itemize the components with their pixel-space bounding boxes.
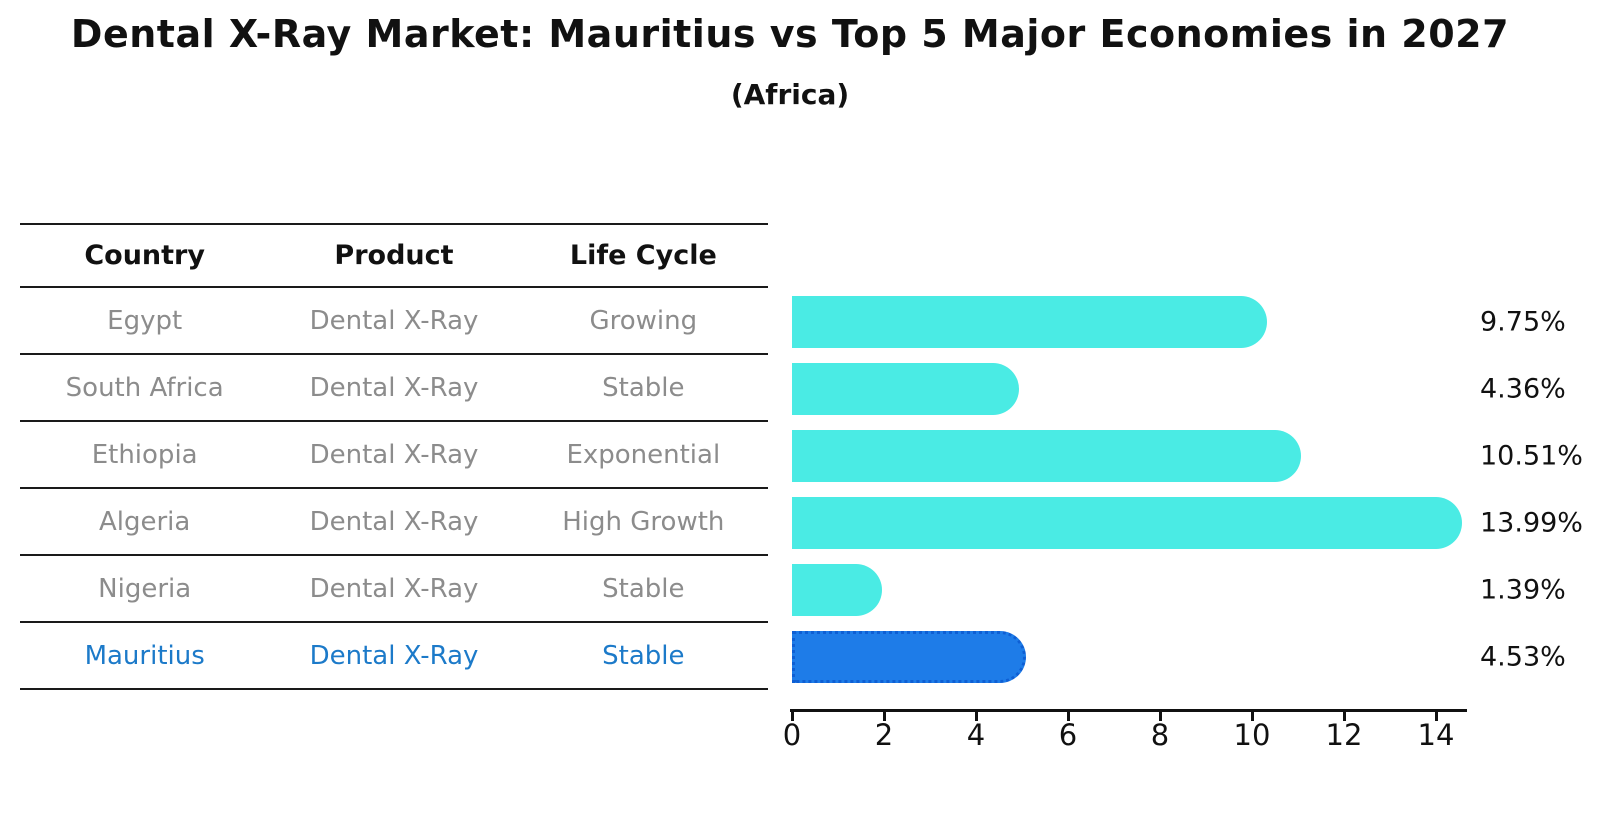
table-header-row: Country Product Life Cycle bbox=[20, 223, 768, 288]
x-axis-tick-label-14: 14 bbox=[1417, 718, 1455, 752]
x-axis-tick-12 bbox=[1342, 712, 1346, 721]
x-axis-tick-4 bbox=[974, 712, 978, 721]
cell-product: Dental X-Ray bbox=[309, 573, 479, 604]
cell-product: Dental X-Ray bbox=[309, 305, 479, 336]
value-label-nigeria: 1.39% bbox=[1480, 574, 1566, 605]
x-axis-tick-label-2: 2 bbox=[874, 718, 894, 752]
country-table: Country Product Life Cycle Egypt Dental X-Ra… bbox=[20, 223, 768, 690]
column-header-product: Product bbox=[334, 240, 454, 271]
x-axis-tick-10 bbox=[1250, 712, 1254, 721]
table-row-nigeria: Nigeria Dental X-Ray Stable bbox=[20, 556, 768, 623]
cell-life-cycle: Stable bbox=[602, 640, 685, 671]
x-axis-tick-label-6: 6 bbox=[1058, 718, 1078, 752]
column-header-country: Country bbox=[84, 240, 205, 271]
cell-country: South Africa bbox=[65, 372, 224, 403]
table-row-ethiopia: Ethiopia Dental X-Ray Exponential bbox=[20, 422, 768, 489]
column-header-life-cycle: Life Cycle bbox=[569, 240, 717, 271]
table-row-mauritius: Mauritius Dental X-Ray Stable bbox=[20, 623, 768, 690]
table-row-egypt: Egypt Dental X-Ray Growing bbox=[20, 288, 768, 355]
cell-life-cycle: Stable bbox=[602, 573, 685, 604]
x-axis-tick-6 bbox=[1066, 712, 1070, 721]
bar-south-africa bbox=[792, 362, 1019, 415]
x-axis-tick-0 bbox=[790, 712, 794, 721]
x-axis-tick-label-8: 8 bbox=[1150, 718, 1170, 752]
value-label-egypt: 9.75% bbox=[1480, 306, 1566, 337]
value-label-algeria: 13.99% bbox=[1480, 507, 1583, 538]
cell-product: Dental X-Ray bbox=[309, 506, 479, 537]
bar-nigeria bbox=[792, 563, 882, 616]
x-axis-tick-label-4: 4 bbox=[966, 718, 986, 752]
table-row-algeria: Algeria Dental X-Ray High Growth bbox=[20, 489, 768, 556]
cell-life-cycle: High Growth bbox=[562, 506, 725, 537]
cell-country: Ethiopia bbox=[91, 439, 198, 470]
x-axis-tick-2 bbox=[882, 712, 886, 721]
x-axis-tick-label-0: 0 bbox=[782, 718, 802, 752]
cell-product: Dental X-Ray bbox=[309, 640, 479, 671]
x-axis-tick-14 bbox=[1434, 712, 1438, 721]
cell-product: Dental X-Ray bbox=[309, 439, 479, 470]
cell-product: Dental X-Ray bbox=[309, 372, 479, 403]
x-axis-line bbox=[790, 709, 1467, 712]
value-label-mauritius: 4.53% bbox=[1480, 641, 1566, 672]
bar-ethiopia bbox=[792, 429, 1302, 482]
bar-mauritius bbox=[792, 630, 1027, 683]
value-label-south-africa: 4.36% bbox=[1480, 373, 1566, 404]
cell-life-cycle: Growing bbox=[589, 305, 698, 336]
x-axis-tick-8 bbox=[1158, 712, 1162, 721]
value-label-ethiopia: 10.51% bbox=[1480, 440, 1583, 471]
chart-title: Dental X-Ray Market: Mauritius vs Top 5 … bbox=[70, 12, 1510, 56]
cell-life-cycle: Stable bbox=[602, 372, 685, 403]
cell-country: Mauritius bbox=[84, 640, 205, 671]
cell-country: Egypt bbox=[107, 305, 183, 336]
x-axis-tick-label-12: 12 bbox=[1325, 718, 1363, 752]
x-axis-tick-label-10: 10 bbox=[1233, 718, 1271, 752]
table-row-south-africa: South Africa Dental X-Ray Stable bbox=[20, 355, 768, 422]
bar-algeria bbox=[792, 496, 1462, 549]
cell-life-cycle: Exponential bbox=[566, 439, 721, 470]
bar-egypt bbox=[792, 295, 1267, 348]
cell-country: Algeria bbox=[98, 506, 191, 537]
cell-country: Nigeria bbox=[98, 573, 192, 604]
chart-subtitle: (Africa) bbox=[730, 78, 850, 111]
